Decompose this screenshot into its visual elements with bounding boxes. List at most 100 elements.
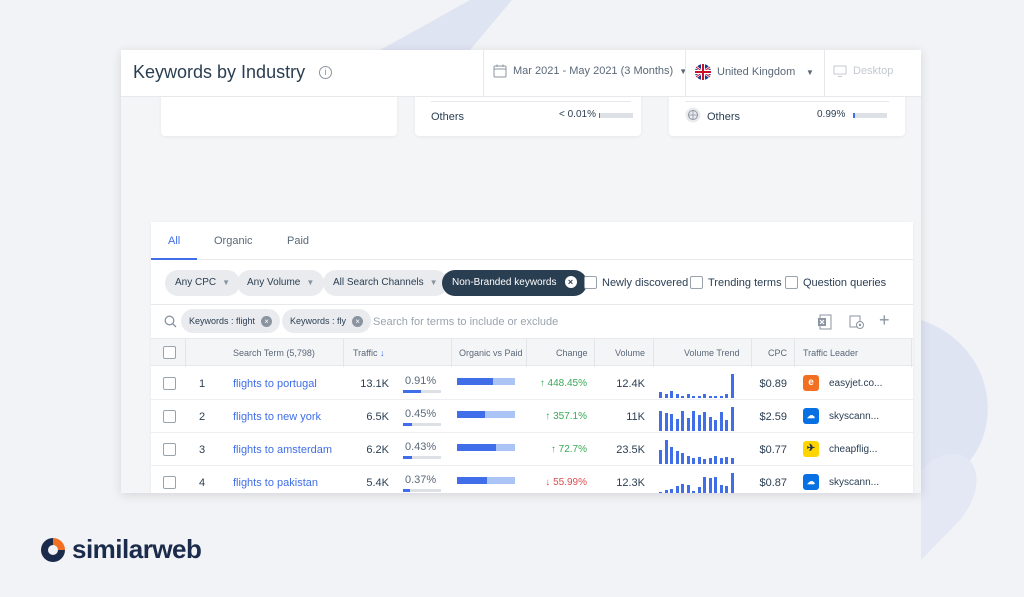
column-header-traffic[interactable]: Traffic ↓: [353, 348, 385, 358]
select-all-checkbox[interactable]: [163, 346, 176, 359]
chevron-down-icon: ▼: [306, 278, 315, 287]
column-header-volume-trend[interactable]: Volume Trend: [684, 348, 740, 358]
brand-name: similarweb: [72, 534, 202, 564]
trend-bar: [664, 490, 668, 493]
chevron-down-icon[interactable]: ▼: [806, 68, 814, 77]
column-settings-icon[interactable]: [849, 314, 865, 330]
search-input[interactable]: Search for terms to include or exclude: [373, 316, 559, 328]
search-channels-label: All Search Channels: [333, 277, 424, 288]
row-rank: 2: [199, 411, 206, 423]
divider: [824, 50, 825, 97]
table-row[interactable]: 2 flights to new york 6.5K 0.45% ↑ 357.1% 11K…: [151, 400, 913, 433]
device-selector[interactable]: Desktop: [833, 64, 893, 78]
traffic-value: 13.1K: [360, 378, 389, 390]
cpc-filter[interactable]: Any CPC ▼: [165, 270, 241, 296]
column-header-change[interactable]: Change: [556, 348, 588, 358]
similarweb-logo: similarweb: [40, 534, 202, 565]
trend-bar: [730, 473, 734, 493]
date-range-selector[interactable]: Mar 2021 - May 2021 (3 Months) ▼: [493, 64, 687, 78]
trend-bar: [714, 396, 717, 398]
chevron-down-icon: ▼: [679, 66, 688, 76]
chevron-down-icon: ▼: [429, 278, 438, 287]
column-header-cpc[interactable]: CPC: [768, 348, 788, 358]
top-bar: Keywords by Industry i Mar 2021 - May 20…: [121, 50, 921, 97]
search-term-link[interactable]: flights to pakistan: [233, 477, 318, 489]
table-row[interactable]: 4 flights to pakistan 5.4K 0.37% ↓ 55.99% 12.…: [151, 466, 913, 493]
traffic-leader-domain[interactable]: skyscann...: [829, 411, 880, 422]
trending-terms-checkbox[interactable]: [690, 276, 703, 289]
trend-bar: [692, 458, 695, 464]
branded-filter[interactable]: Non-Branded keywords ×: [442, 270, 587, 296]
trend-bar: [730, 407, 734, 431]
column-header-traffic-leader[interactable]: Traffic Leader: [803, 348, 859, 358]
others-label: Others: [707, 111, 741, 123]
trend-bar: [659, 411, 662, 431]
traffic-share: 0.45%: [405, 408, 437, 420]
arrow-up-icon: ↑: [550, 444, 556, 455]
tabs-bar: All Organic Paid: [151, 222, 913, 260]
arrow-up-icon: ↑: [539, 378, 545, 389]
row-rank: 3: [199, 444, 206, 456]
excel-export-icon[interactable]: [817, 314, 833, 330]
change-value: ↑ 72.7%: [531, 444, 587, 455]
trend-bar: [675, 486, 679, 493]
tab-organic[interactable]: Organic: [214, 235, 253, 247]
traffic-leader-domain[interactable]: cheapflig...: [829, 444, 878, 455]
search-term-link[interactable]: flights to portugal: [233, 378, 317, 390]
add-icon[interactable]: +: [879, 310, 890, 330]
close-icon[interactable]: ×: [352, 316, 364, 327]
organic-vs-paid-bar: [457, 444, 515, 451]
trend-bar: [703, 394, 706, 398]
trend-bar: [659, 492, 662, 493]
cpc-value: $0.87: [759, 477, 787, 489]
column-header-volume[interactable]: Volume: [615, 348, 646, 358]
divider: [911, 339, 912, 367]
question-queries-checkbox[interactable]: [785, 276, 798, 289]
arrow-down-icon: ↓: [380, 348, 385, 358]
others-bar: [853, 113, 887, 118]
row-checkbox[interactable]: [163, 476, 176, 489]
traffic-leader-domain[interactable]: easyjet.co...: [829, 378, 883, 389]
trend-bar: [670, 489, 673, 493]
tab-all[interactable]: All: [168, 235, 181, 247]
traffic-share-bar: [403, 456, 441, 459]
trend-bar: [714, 456, 717, 464]
trend-bar: [681, 484, 684, 493]
trend-bar: [681, 411, 684, 431]
trend-bar: [681, 396, 684, 398]
table-row[interactable]: 1 flights to portugal 13.1K 0.91% ↑ 448.45% 1…: [151, 367, 913, 400]
info-icon[interactable]: i: [319, 66, 332, 79]
search-term-link[interactable]: flights to amsterdam: [233, 444, 333, 456]
close-icon[interactable]: ×: [261, 316, 273, 327]
column-header-organic-vs-paid[interactable]: Organic vs Paid: [459, 348, 523, 358]
row-checkbox[interactable]: [163, 443, 176, 456]
trend-bar: [670, 414, 673, 431]
divider: [685, 101, 889, 102]
country-selector[interactable]: United Kingdom: [695, 64, 815, 80]
trend-bar: [664, 413, 668, 431]
volume-trend-chart: [659, 471, 737, 493]
content-area: Others < 0.01% Others 0.99% All Organic …: [121, 87, 921, 493]
similarweb-logo-icon: [41, 537, 65, 562]
close-icon[interactable]: ×: [564, 276, 577, 288]
column-header-search-term[interactable]: Search Term (5,798): [233, 348, 315, 358]
organic-vs-paid-bar: [457, 411, 515, 418]
volume-filter[interactable]: Any Volume ▼: [237, 270, 325, 296]
newly-discovered-checkbox[interactable]: [584, 276, 597, 289]
trend-bar: [719, 458, 723, 464]
tab-paid[interactable]: Paid: [287, 235, 310, 247]
search-term-link[interactable]: flights to new york: [233, 411, 322, 423]
row-checkbox[interactable]: [163, 377, 176, 390]
trend-bar: [664, 440, 668, 464]
row-checkbox[interactable]: [163, 410, 176, 423]
question-queries-label: Question queries: [803, 277, 887, 289]
traffic-leader-domain[interactable]: skyscann...: [829, 477, 880, 488]
trend-bar: [664, 394, 668, 398]
search-channels-filter[interactable]: All Search Channels ▼: [323, 270, 448, 296]
volume-filter-label: Any Volume: [247, 277, 301, 288]
cpc-value: $0.77: [759, 444, 787, 456]
keywords-panel: Keywords by Industry i Mar 2021 - May 20…: [121, 50, 921, 493]
table-row[interactable]: 3 flights to amsterdam 6.2K 0.43% ↑ 72.7% 23.…: [151, 433, 913, 466]
traffic-share-bar: [403, 489, 441, 492]
divider: [431, 101, 631, 102]
